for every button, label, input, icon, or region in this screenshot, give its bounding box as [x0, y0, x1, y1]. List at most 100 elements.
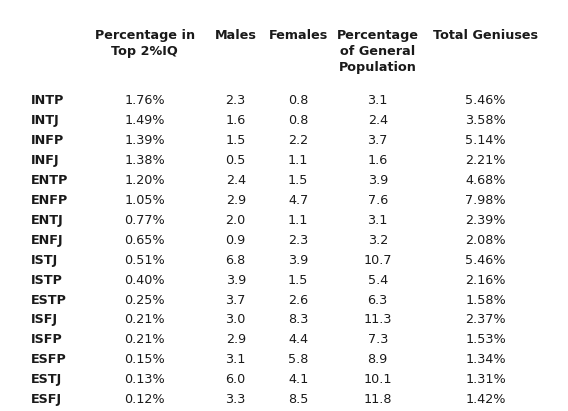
Text: 7.6: 7.6	[367, 194, 388, 207]
Text: Males: Males	[215, 29, 257, 42]
Text: 3.0: 3.0	[225, 314, 246, 326]
Text: 2.0: 2.0	[225, 214, 246, 227]
Text: INTJ: INTJ	[31, 114, 60, 127]
Text: 0.51%: 0.51%	[124, 254, 165, 267]
Text: 4.68%: 4.68%	[465, 174, 506, 187]
Text: 3.7: 3.7	[367, 134, 388, 147]
Text: 2.39%: 2.39%	[465, 214, 506, 227]
Text: 2.6: 2.6	[288, 293, 308, 307]
Text: 5.46%: 5.46%	[465, 94, 506, 107]
Text: 2.16%: 2.16%	[465, 274, 506, 286]
Text: ISFP: ISFP	[31, 333, 63, 346]
Text: 2.2: 2.2	[288, 134, 308, 147]
Text: 2.08%: 2.08%	[465, 234, 506, 247]
Text: 10.7: 10.7	[364, 254, 392, 267]
Text: ENFP: ENFP	[31, 194, 69, 207]
Text: 0.15%: 0.15%	[124, 353, 165, 366]
Text: 10.1: 10.1	[364, 373, 392, 386]
Text: ISTP: ISTP	[31, 274, 63, 286]
Text: ESFJ: ESFJ	[31, 393, 62, 406]
Text: 3.58%: 3.58%	[465, 114, 506, 127]
Text: 0.25%: 0.25%	[124, 293, 165, 307]
Text: 3.1: 3.1	[225, 353, 246, 366]
Text: 1.58%: 1.58%	[465, 293, 506, 307]
Text: 6.0: 6.0	[225, 373, 246, 386]
Text: 1.38%: 1.38%	[124, 154, 165, 167]
Text: 3.2: 3.2	[367, 234, 388, 247]
Text: ISFJ: ISFJ	[31, 314, 59, 326]
Text: 11.3: 11.3	[364, 314, 392, 326]
Text: INTP: INTP	[31, 94, 65, 107]
Text: 7.3: 7.3	[367, 333, 388, 346]
Text: 2.4: 2.4	[367, 114, 388, 127]
Text: 8.5: 8.5	[288, 393, 308, 406]
Text: 4.4: 4.4	[288, 333, 308, 346]
Text: Percentage
of General
Population: Percentage of General Population	[337, 29, 419, 74]
Text: Percentage in
Top 2%IQ: Percentage in Top 2%IQ	[95, 29, 195, 58]
Text: INFP: INFP	[31, 134, 65, 147]
Text: 0.21%: 0.21%	[124, 314, 165, 326]
Text: INFJ: INFJ	[31, 154, 60, 167]
Text: 2.37%: 2.37%	[465, 314, 506, 326]
Text: Total Geniuses: Total Geniuses	[433, 29, 538, 42]
Text: 3.9: 3.9	[288, 254, 308, 267]
Text: 3.9: 3.9	[367, 174, 388, 187]
Text: 8.9: 8.9	[367, 353, 388, 366]
Text: ENTP: ENTP	[31, 174, 69, 187]
Text: 1.5: 1.5	[225, 134, 246, 147]
Text: 0.65%: 0.65%	[124, 234, 165, 247]
Text: 3.1: 3.1	[367, 94, 388, 107]
Text: 1.49%: 1.49%	[124, 114, 165, 127]
Text: 0.8: 0.8	[288, 94, 308, 107]
Text: 1.31%: 1.31%	[465, 373, 506, 386]
Text: 3.3: 3.3	[225, 393, 246, 406]
Text: 1.1: 1.1	[288, 154, 308, 167]
Text: 1.34%: 1.34%	[465, 353, 506, 366]
Text: 0.9: 0.9	[225, 234, 246, 247]
Text: 1.1: 1.1	[288, 214, 308, 227]
Text: 2.4: 2.4	[225, 174, 246, 187]
Text: 0.40%: 0.40%	[124, 274, 165, 286]
Text: 2.9: 2.9	[225, 194, 246, 207]
Text: 5.8: 5.8	[288, 353, 308, 366]
Text: ESTJ: ESTJ	[31, 373, 62, 386]
Text: 4.7: 4.7	[288, 194, 308, 207]
Text: 1.5: 1.5	[288, 274, 308, 286]
Text: 0.77%: 0.77%	[124, 214, 165, 227]
Text: 5.14%: 5.14%	[465, 134, 506, 147]
Text: ESTP: ESTP	[31, 293, 67, 307]
Text: 1.42%: 1.42%	[465, 393, 506, 406]
Text: 1.39%: 1.39%	[124, 134, 165, 147]
Text: 11.8: 11.8	[364, 393, 392, 406]
Text: 1.20%: 1.20%	[124, 174, 165, 187]
Text: 5.46%: 5.46%	[465, 254, 506, 267]
Text: 8.3: 8.3	[288, 314, 308, 326]
Text: 4.1: 4.1	[288, 373, 308, 386]
Text: 7.98%: 7.98%	[465, 194, 506, 207]
Text: 3.1: 3.1	[367, 214, 388, 227]
Text: 0.8: 0.8	[288, 114, 308, 127]
Text: 0.21%: 0.21%	[124, 333, 165, 346]
Text: 1.6: 1.6	[225, 114, 246, 127]
Text: 6.8: 6.8	[225, 254, 246, 267]
Text: 2.3: 2.3	[288, 234, 308, 247]
Text: ENTJ: ENTJ	[31, 214, 64, 227]
Text: 1.53%: 1.53%	[465, 333, 506, 346]
Text: Females: Females	[269, 29, 328, 42]
Text: 1.76%: 1.76%	[124, 94, 165, 107]
Text: 6.3: 6.3	[367, 293, 388, 307]
Text: ESFP: ESFP	[31, 353, 67, 366]
Text: 1.05%: 1.05%	[124, 194, 165, 207]
Text: 2.21%: 2.21%	[465, 154, 506, 167]
Text: 1.5: 1.5	[288, 174, 308, 187]
Text: ISTJ: ISTJ	[31, 254, 59, 267]
Text: ENFJ: ENFJ	[31, 234, 64, 247]
Text: 0.13%: 0.13%	[124, 373, 165, 386]
Text: 0.12%: 0.12%	[124, 393, 165, 406]
Text: 3.9: 3.9	[225, 274, 246, 286]
Text: 0.5: 0.5	[225, 154, 246, 167]
Text: 2.3: 2.3	[225, 94, 246, 107]
Text: 3.7: 3.7	[225, 293, 246, 307]
Text: 1.6: 1.6	[367, 154, 388, 167]
Text: 5.4: 5.4	[367, 274, 388, 286]
